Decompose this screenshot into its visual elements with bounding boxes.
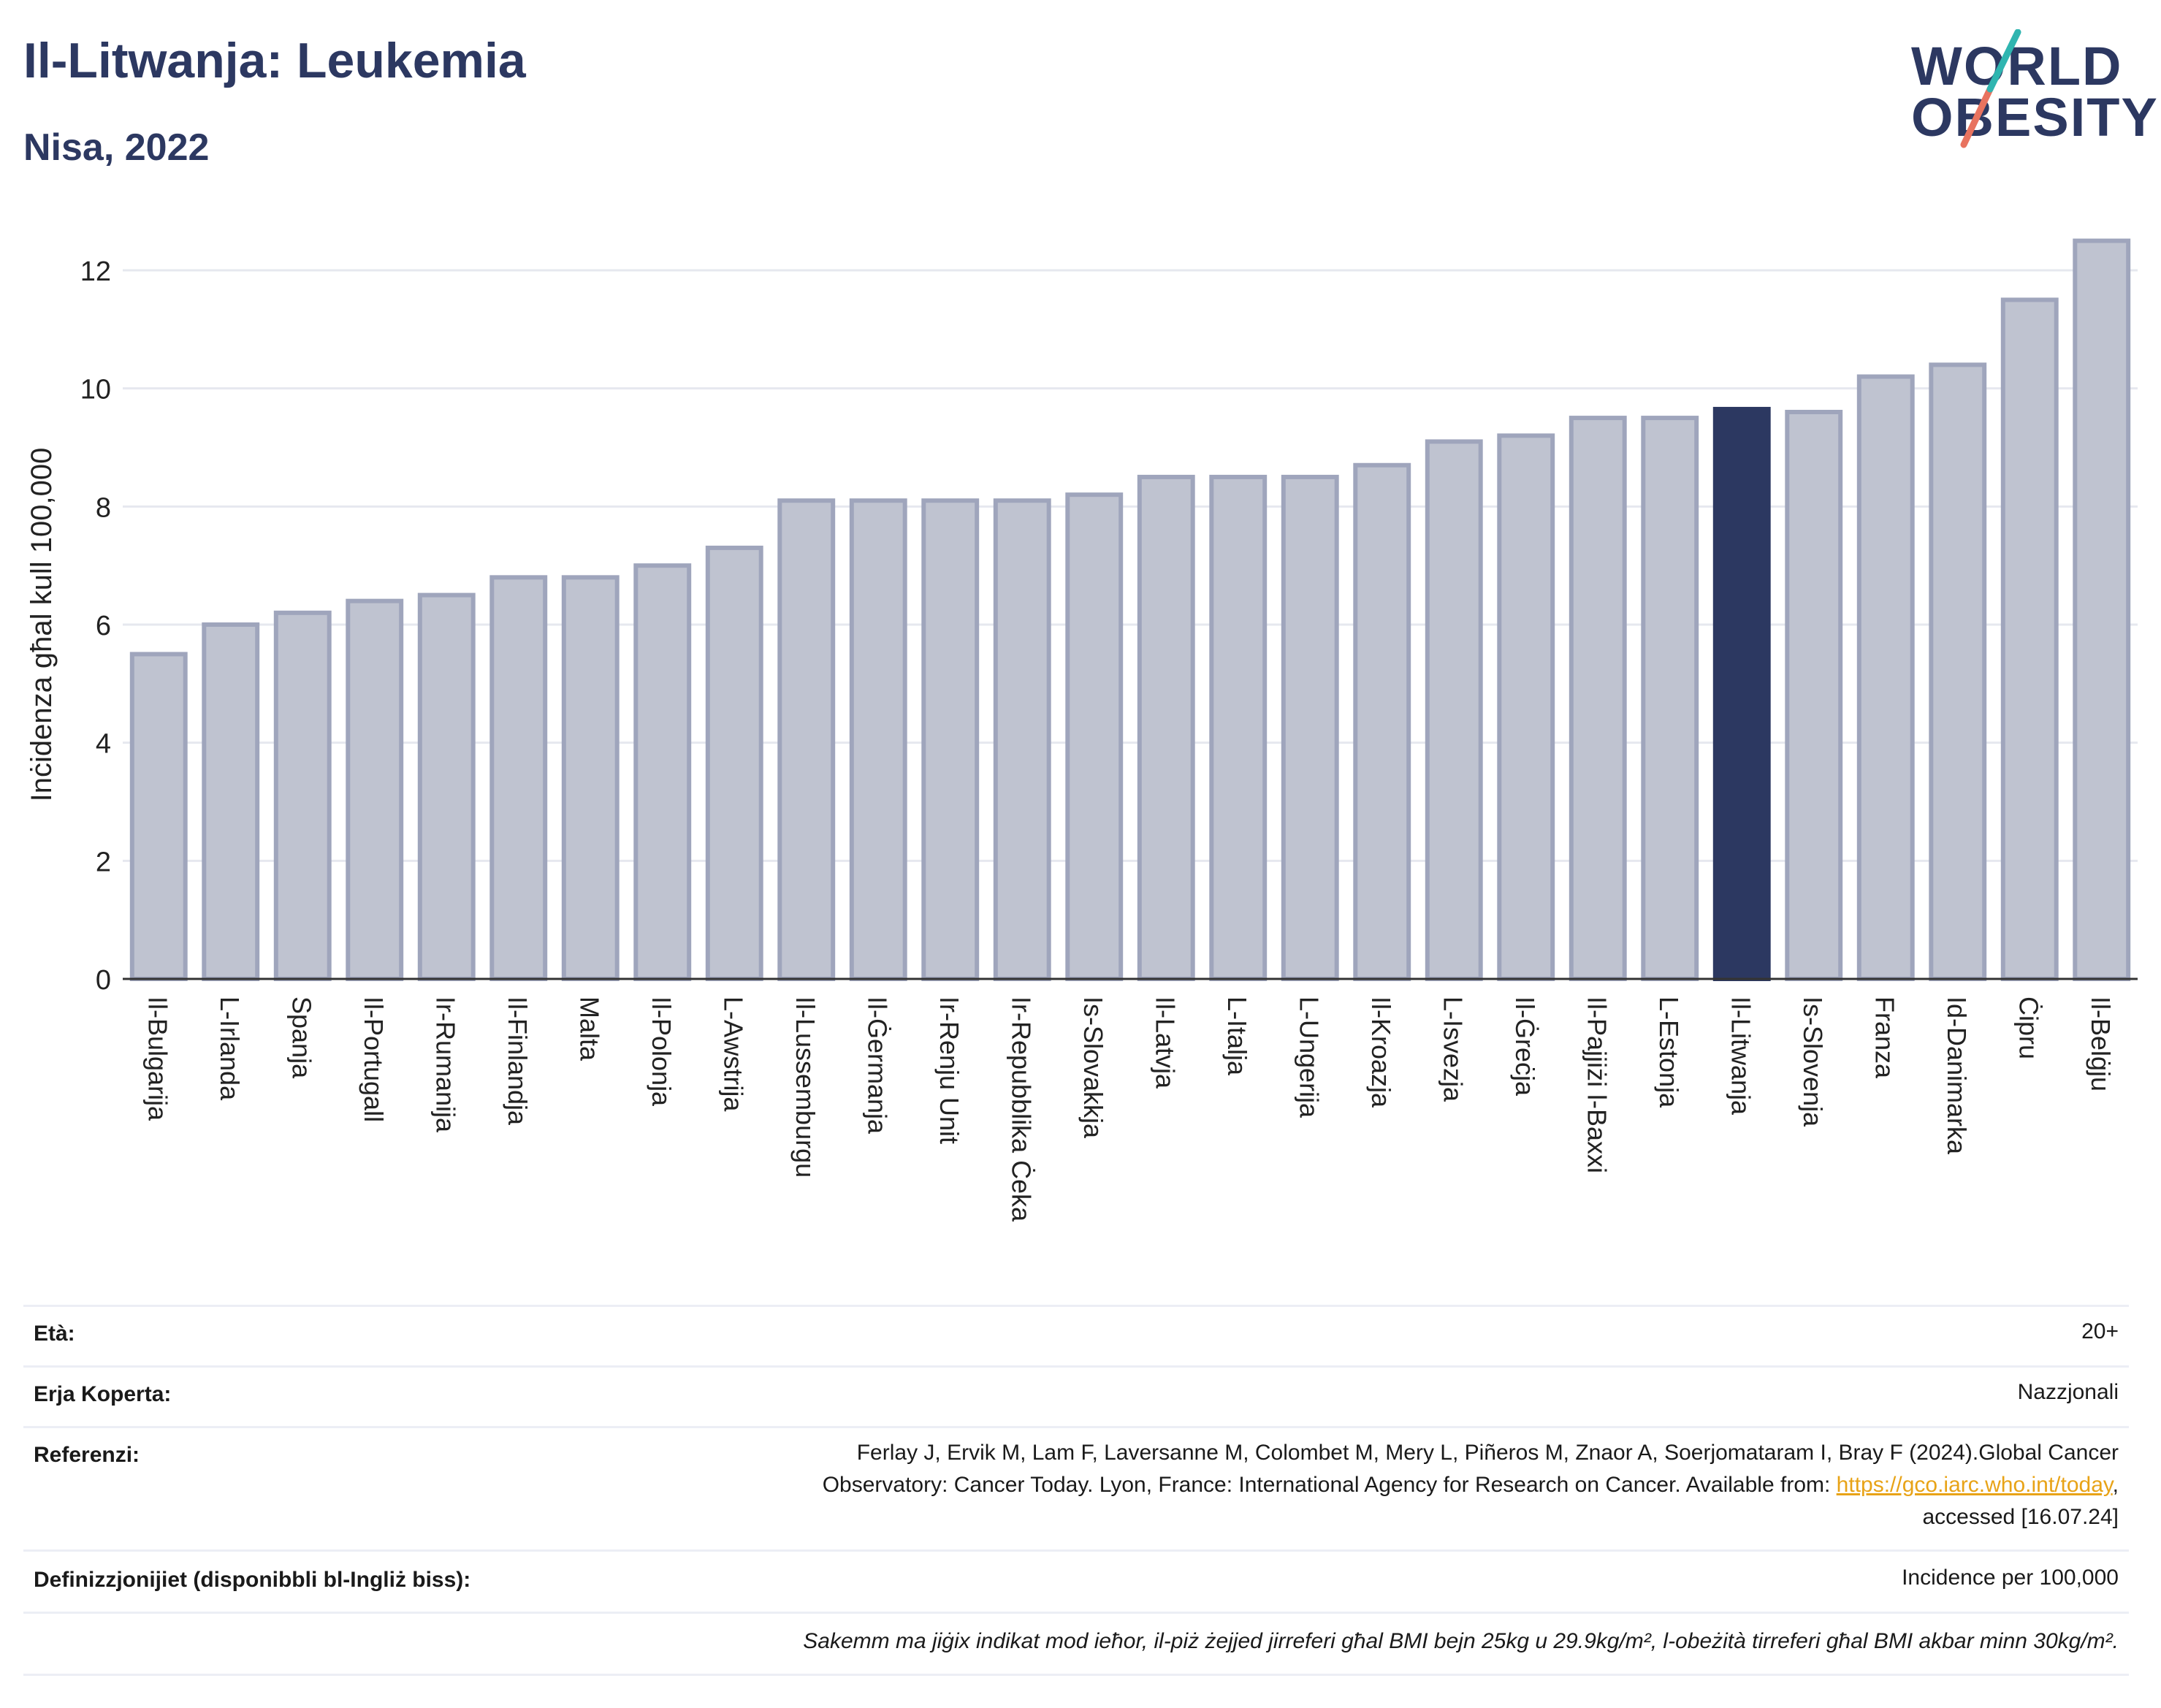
meta-row-note: Sakemm ma jiġix indikat mod ieħor, il-pi… [23, 1612, 2129, 1676]
x-tick-label: Il-Polonja [647, 996, 676, 1107]
bar-14 [1137, 474, 1195, 981]
x-tick-label: Id-Danimarka [1942, 996, 1972, 1155]
area-label: Erja Koperta: [34, 1382, 172, 1406]
bar-20 [1569, 416, 1627, 982]
x-tick-label: Ir-Renju Unit [934, 996, 964, 1144]
tick-labels: 0 2 4 6 8 10 12 Il-Bulgarija L-Irlanda Spanja Il-P… [80, 256, 2116, 1222]
y-tick-label: 10 [80, 375, 111, 405]
definitions-value: Incidence per 100,000 [1902, 1566, 2119, 1590]
x-tick-label: Il-Lussemburgu [790, 996, 820, 1178]
logo-slash-icon [1960, 29, 2021, 148]
footnote: Sakemm ma jiġix indikat mod ieħor, il-pi… [803, 1629, 2119, 1653]
x-tick-label: Il-Finlandja [503, 996, 533, 1126]
bar-9 [777, 498, 836, 981]
x-tick-label: Ir-Repubblika Ċeka [1006, 996, 1036, 1222]
x-tick-label: Franza [1870, 996, 1899, 1079]
x-tick-label: Il-Ġermanja [862, 996, 892, 1135]
bar-22 [1712, 406, 1771, 982]
meta-row-area: Erja Koperta: Nazzjonali [23, 1365, 2129, 1426]
references-label: Referenzi: [34, 1443, 140, 1467]
bar-5 [489, 575, 548, 981]
x-tick-label: Is-Slovenja [1798, 996, 1828, 1127]
bar-4 [417, 592, 476, 981]
reference-line-3: accessed [16.07.24] [1922, 1505, 2119, 1529]
reference-line-2-end: , [2112, 1473, 2119, 1497]
logo-line1: WORLD [1911, 36, 2123, 96]
x-tick-label: Il-Belġju [2086, 996, 2116, 1091]
bar-13 [1065, 492, 1124, 981]
bar-19 [1497, 433, 1555, 982]
y-tick-label: 2 [96, 847, 111, 877]
x-tick-label: L-Italja [1222, 996, 1252, 1076]
bar-1 [202, 622, 260, 981]
bar-3 [346, 598, 404, 981]
x-tick-label: Malta [574, 996, 604, 1061]
bar-8 [705, 545, 763, 981]
bar-2 [273, 610, 332, 981]
x-tick-label: Il-Ġreċja [1510, 996, 1540, 1097]
y-tick-label: 12 [80, 256, 111, 287]
bar-6 [561, 575, 620, 981]
y-tick-label: 0 [96, 965, 111, 996]
y-axis-label: Inċidenza għal kull 100,000 [26, 448, 58, 802]
logo-line2: OBESITY [1911, 87, 2159, 148]
references-value: Ferlay J, Ervik M, Lam F, Laversanne M, … [823, 1437, 2119, 1533]
x-tick-label: Il-Portugall [359, 996, 389, 1122]
bar-15 [1209, 474, 1268, 981]
area-value: Nazzjonali [2017, 1380, 2119, 1404]
age-label: Età: [34, 1322, 75, 1346]
y-tick-label: 4 [96, 729, 111, 760]
bars [129, 238, 2131, 982]
x-tick-label: L-Ungerija [1294, 996, 1324, 1118]
chart-subtitle: Nisa, 2022 [23, 126, 210, 169]
bar-21 [1641, 416, 1699, 982]
x-tick-label: Ir-Rumanija [430, 996, 460, 1133]
reference-link[interactable]: https://gco.iarc.who.int/today [1836, 1473, 2113, 1497]
x-tick-label: Il-Bulgarija [142, 996, 172, 1121]
bar-27 [2073, 238, 2131, 982]
meta-row-references: Referenzi: Ferlay J, Ervik M, Lam F, Lav… [23, 1426, 2129, 1549]
bar-23 [1785, 410, 1843, 981]
meta-row-age: Età: 20+ [23, 1305, 2129, 1365]
x-tick-label: Il-Pajjiżi l-Baxxi [1582, 996, 1612, 1173]
x-tick-label: L-Isvezja [1438, 996, 1468, 1102]
bar-24 [1856, 374, 1915, 981]
x-tick-label: Il-Kroazja [1366, 996, 1396, 1108]
reference-line-2-text: Observatory: Cancer Today. Lyon, France:… [822, 1473, 1837, 1497]
age-value: 20+ [2081, 1319, 2119, 1343]
bar-16 [1281, 474, 1339, 981]
bar-11 [921, 498, 980, 981]
x-tick-label: L-Awstrija [718, 996, 748, 1112]
bar-12 [993, 498, 1051, 981]
x-tick-label: Is-Slovakkja [1078, 996, 1108, 1139]
world-obesity-logo: WORLD OBESITY [1899, 29, 2157, 153]
bar-25 [1929, 362, 1987, 982]
y-tick-label: 6 [96, 611, 111, 641]
reference-line-2: Observatory: Cancer Today. Lyon, France:… [823, 1469, 2119, 1501]
bar-chart: 0 2 4 6 8 10 12 Il-Bulgarija L-Irlanda Spanja Il-P… [26, 238, 2138, 1222]
bar-7 [633, 563, 692, 981]
x-tick-label: Spanja [286, 996, 316, 1079]
reference-line-1: Ferlay J, Ervik M, Lam F, Laversanne M, … [856, 1441, 2119, 1465]
meta-row-definitions: Definizzjonijiet (disponibbli bl-Ingliż … [23, 1549, 2129, 1612]
bar-10 [849, 498, 907, 981]
x-tick-label: L-Irlanda [215, 996, 245, 1101]
bar-17 [1353, 462, 1411, 981]
x-tick-label: Ċipru [2013, 996, 2043, 1059]
definitions-label: Definizzjonijiet (disponibbli bl-Ingliż … [34, 1568, 471, 1592]
x-tick-label: Il-Latvja [1150, 996, 1180, 1089]
chart-title: Il-Litwanja: Leukemia [23, 33, 526, 88]
metadata-table: Età: 20+ Erja Koperta: Nazzjonali Refere… [23, 1305, 2129, 1676]
y-tick-label: 8 [96, 492, 111, 523]
x-tick-label: L-Estonja [1654, 996, 1684, 1108]
bar-18 [1425, 439, 1483, 981]
bar-26 [2000, 297, 2059, 981]
bar-0 [129, 652, 188, 982]
x-tick-label: Il-Litwanja [1726, 996, 1756, 1116]
